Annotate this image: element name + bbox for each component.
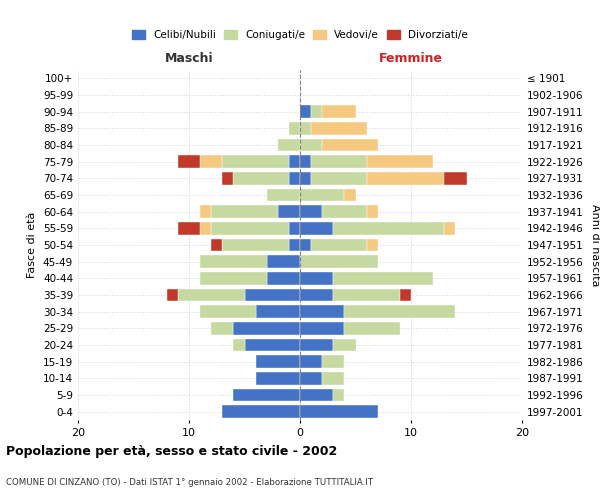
Bar xyxy=(289,156,300,168)
Bar xyxy=(200,156,222,168)
Bar xyxy=(233,339,245,351)
Bar xyxy=(167,289,178,301)
Bar xyxy=(300,372,322,384)
Bar xyxy=(200,272,266,284)
Bar xyxy=(400,289,411,301)
Bar xyxy=(278,206,300,218)
Bar xyxy=(200,306,256,318)
Bar xyxy=(322,356,344,368)
Bar xyxy=(311,239,367,251)
Bar xyxy=(334,222,444,234)
Bar xyxy=(322,206,367,218)
Bar xyxy=(344,322,400,334)
Bar xyxy=(444,172,467,184)
Bar xyxy=(344,306,455,318)
Bar xyxy=(256,356,300,368)
Bar xyxy=(311,106,322,118)
Bar xyxy=(322,106,355,118)
Text: Popolazione per età, sesso e stato civile - 2002: Popolazione per età, sesso e stato civil… xyxy=(6,445,337,458)
Bar xyxy=(289,172,300,184)
Bar xyxy=(256,306,300,318)
Bar xyxy=(311,172,367,184)
Y-axis label: Fasce di età: Fasce di età xyxy=(28,212,37,278)
Bar xyxy=(222,239,289,251)
Bar xyxy=(266,188,300,201)
Y-axis label: Anni di nascita: Anni di nascita xyxy=(590,204,600,286)
Bar xyxy=(300,172,311,184)
Bar xyxy=(344,188,355,201)
Bar xyxy=(245,289,300,301)
Text: COMUNE DI CINZANO (TO) - Dati ISTAT 1° gennaio 2002 - Elaborazione TUTTITALIA.IT: COMUNE DI CINZANO (TO) - Dati ISTAT 1° g… xyxy=(6,478,373,487)
Bar xyxy=(233,389,300,401)
Bar xyxy=(300,206,322,218)
Bar xyxy=(200,206,211,218)
Bar xyxy=(300,306,344,318)
Bar xyxy=(300,406,378,418)
Bar xyxy=(334,289,400,301)
Bar xyxy=(300,272,334,284)
Text: Maschi: Maschi xyxy=(164,52,214,65)
Bar xyxy=(300,222,334,234)
Bar xyxy=(322,372,344,384)
Bar xyxy=(289,239,300,251)
Bar xyxy=(300,356,322,368)
Bar xyxy=(278,138,300,151)
Text: Femmine: Femmine xyxy=(379,52,443,65)
Bar xyxy=(300,239,311,251)
Bar xyxy=(256,372,300,384)
Bar xyxy=(322,138,378,151)
Bar xyxy=(367,239,378,251)
Bar xyxy=(300,256,378,268)
Bar xyxy=(289,222,300,234)
Bar xyxy=(211,322,233,334)
Bar xyxy=(367,206,378,218)
Bar xyxy=(311,122,367,134)
Bar xyxy=(222,172,233,184)
Bar xyxy=(300,138,322,151)
Bar xyxy=(200,222,211,234)
Legend: Celibi/Nubili, Coniugati/e, Vedovi/e, Divorziati/e: Celibi/Nubili, Coniugati/e, Vedovi/e, Di… xyxy=(128,26,472,44)
Bar xyxy=(266,256,300,268)
Bar xyxy=(367,156,433,168)
Bar xyxy=(211,206,278,218)
Bar xyxy=(233,172,289,184)
Bar xyxy=(311,156,367,168)
Bar xyxy=(300,188,344,201)
Bar xyxy=(300,322,344,334)
Bar xyxy=(245,339,300,351)
Bar xyxy=(300,389,334,401)
Bar xyxy=(266,272,300,284)
Bar xyxy=(334,389,344,401)
Bar xyxy=(300,156,311,168)
Bar xyxy=(334,272,433,284)
Bar xyxy=(211,239,222,251)
Bar xyxy=(300,339,334,351)
Bar xyxy=(222,406,300,418)
Bar xyxy=(222,156,289,168)
Bar xyxy=(367,172,445,184)
Bar xyxy=(300,289,334,301)
Bar xyxy=(289,122,300,134)
Bar xyxy=(300,122,311,134)
Bar xyxy=(300,106,311,118)
Bar xyxy=(200,256,266,268)
Bar xyxy=(178,222,200,234)
Bar xyxy=(233,322,300,334)
Bar xyxy=(444,222,455,234)
Bar xyxy=(178,156,200,168)
Bar xyxy=(334,339,355,351)
Bar xyxy=(178,289,245,301)
Bar xyxy=(211,222,289,234)
